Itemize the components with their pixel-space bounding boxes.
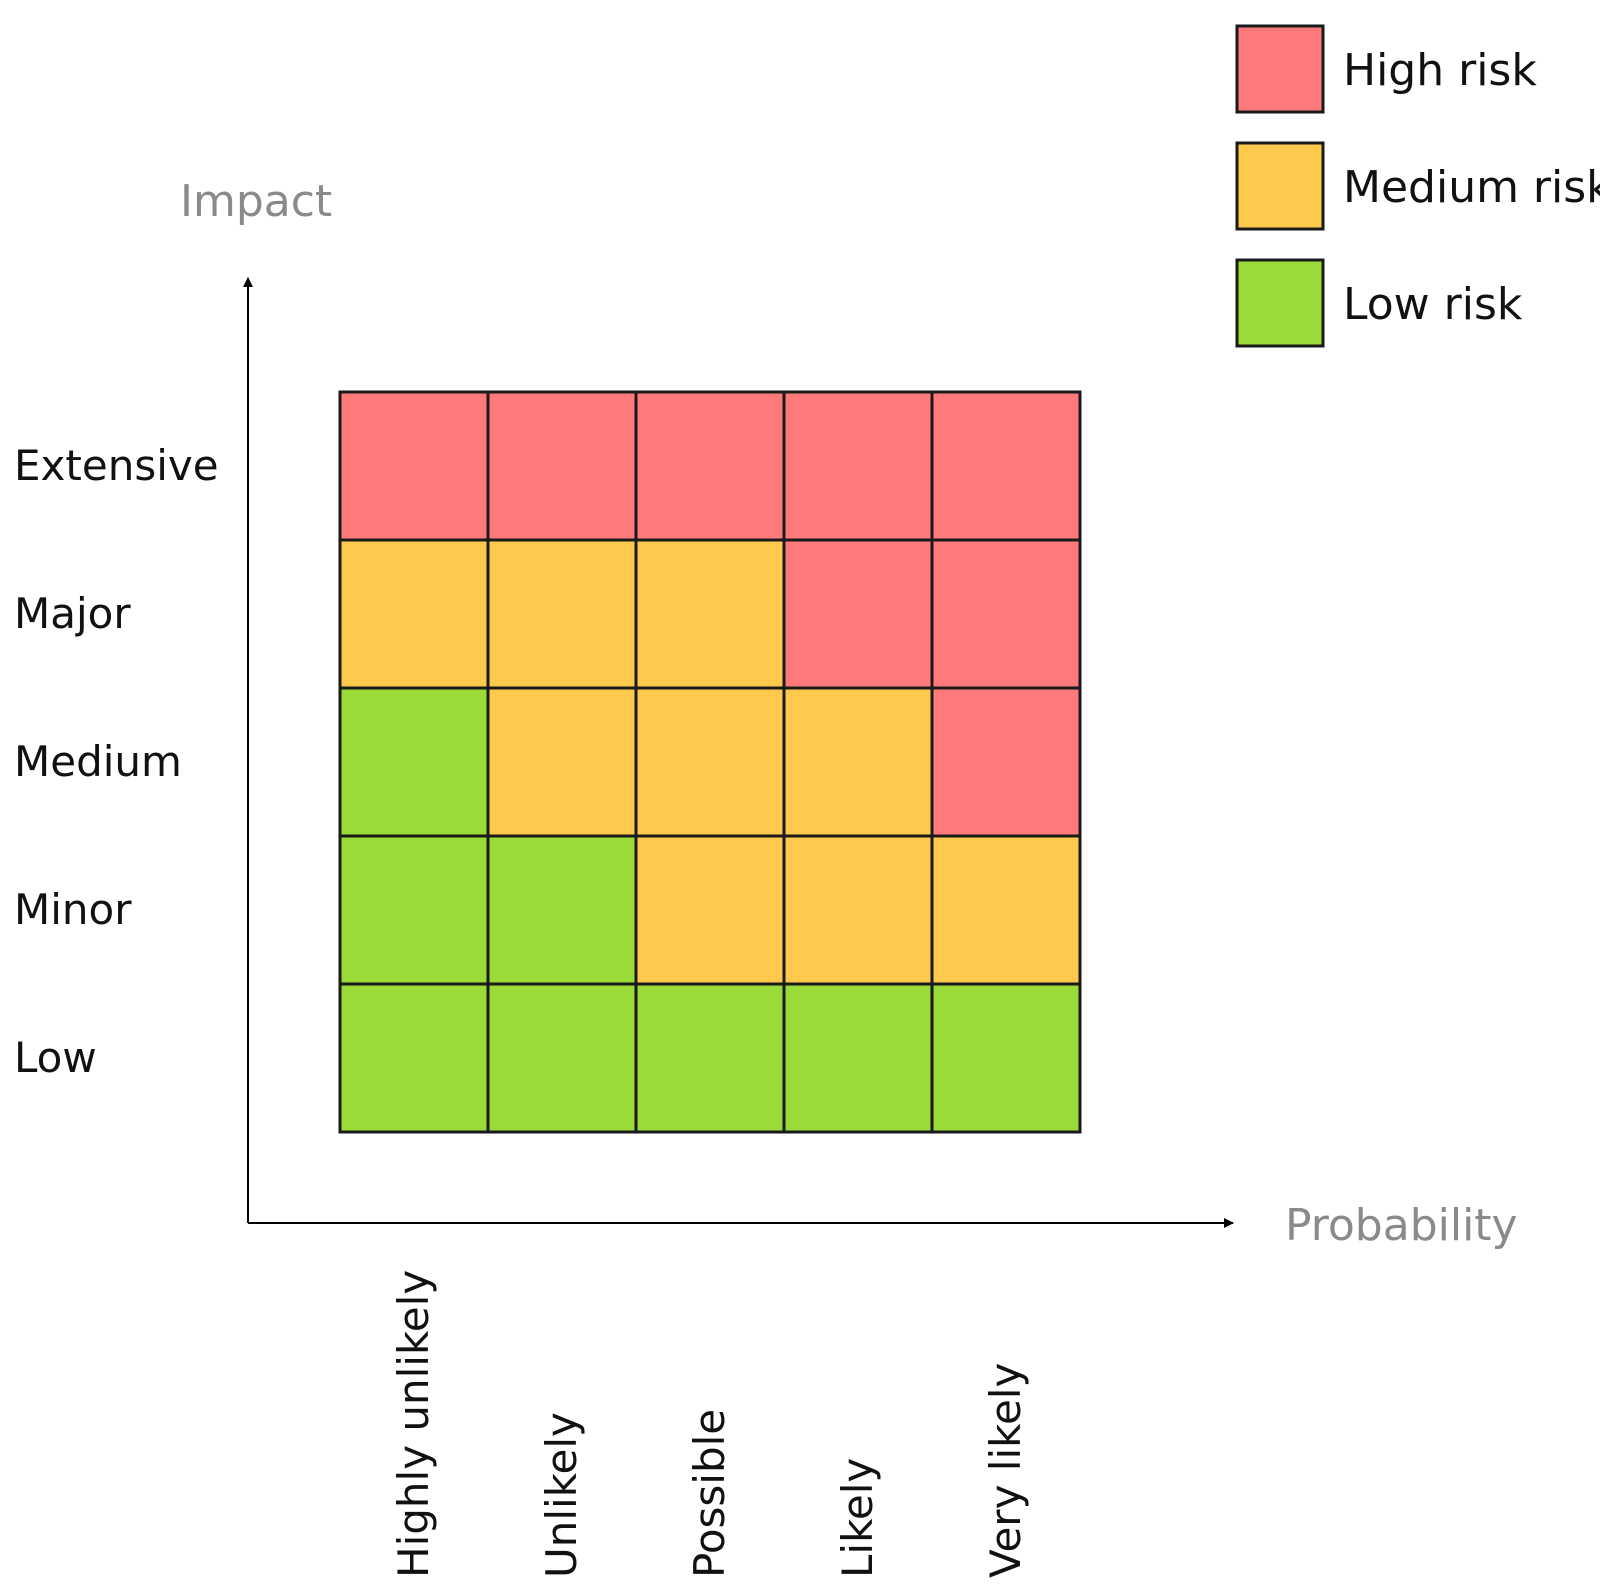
probability-label-unlikely: Unlikely (537, 1412, 586, 1578)
impact-label-extensive: Extensive (14, 441, 219, 490)
probability-label-possible: Possible (685, 1409, 734, 1578)
cell-minor-very-likely (930, 834, 1082, 986)
cell-extensive-very-likely (930, 390, 1082, 542)
cell-extensive-likely (782, 390, 934, 542)
probability-labels: Highly unlikely Unlikely Possible Likely Ver… (389, 1270, 1030, 1578)
probability-label-very-likely: Very likely (981, 1363, 1030, 1578)
cell-major-very-likely (930, 538, 1082, 690)
legend-label-medium: Medium risk (1343, 162, 1600, 213)
y-axis-title: Impact (180, 176, 332, 227)
cell-major-likely (782, 538, 934, 690)
cell-major-highly-unlikely (338, 538, 490, 690)
probability-label-highly-unlikely: Highly unlikely (389, 1270, 438, 1578)
cell-low-highly-unlikely (338, 982, 490, 1134)
cell-low-unlikely (486, 982, 638, 1134)
risk-grid (338, 390, 1082, 1134)
cell-medium-possible (634, 686, 786, 838)
cell-low-possible (634, 982, 786, 1134)
cell-extensive-highly-unlikely (338, 390, 490, 542)
impact-label-low: Low (14, 1033, 97, 1082)
cell-minor-possible (634, 834, 786, 986)
cell-low-very-likely (930, 982, 1082, 1134)
cell-medium-unlikely (486, 686, 638, 838)
legend-swatch-medium (1235, 141, 1325, 231)
cell-major-possible (634, 538, 786, 690)
cell-medium-highly-unlikely (338, 686, 490, 838)
probability-label-likely: Likely (833, 1458, 882, 1578)
cell-medium-very-likely (930, 686, 1082, 838)
cell-extensive-possible (634, 390, 786, 542)
cell-major-unlikely (486, 538, 638, 690)
impact-labels: Extensive Major Medium Minor Low (14, 441, 219, 1082)
legend-swatch-high (1235, 24, 1325, 114)
legend-label-high: High risk (1343, 45, 1537, 96)
x-axis-title: Probability (1285, 1200, 1518, 1251)
cell-medium-likely (782, 686, 934, 838)
legend-label-low: Low risk (1343, 279, 1523, 330)
impact-label-medium: Medium (14, 737, 182, 786)
legend-swatch-low (1235, 258, 1325, 348)
cell-extensive-unlikely (486, 390, 638, 542)
legend: High risk Medium risk Low risk (1235, 24, 1600, 348)
impact-label-minor: Minor (14, 885, 132, 934)
cell-minor-likely (782, 834, 934, 986)
impact-label-major: Major (14, 589, 131, 638)
cell-minor-highly-unlikely (338, 834, 490, 986)
cell-low-likely (782, 982, 934, 1134)
cell-minor-unlikely (486, 834, 638, 986)
